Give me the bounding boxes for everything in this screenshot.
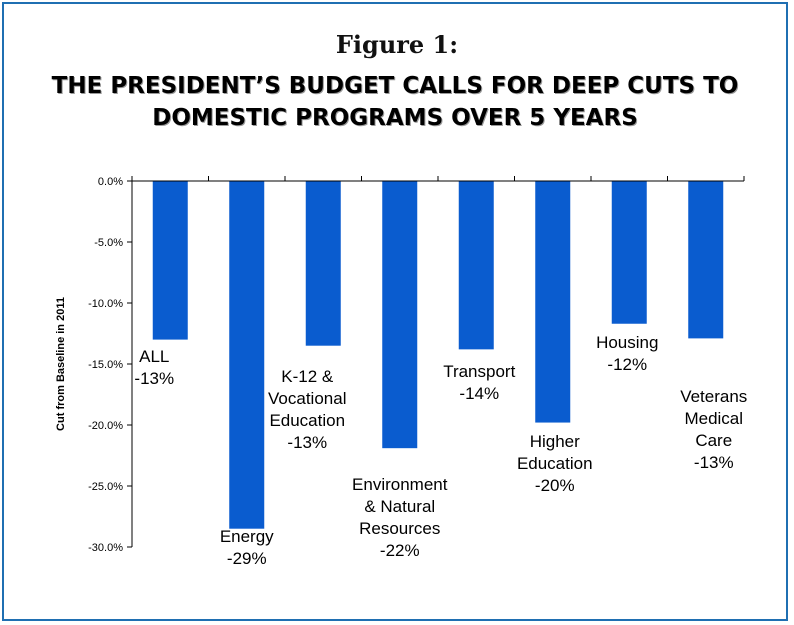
y-tick-label: -20.0%: [88, 420, 123, 432]
y-axis-title: Cut from Baseline in 2011: [55, 297, 67, 431]
data-label: ALL -13%: [134, 347, 174, 388]
data-label: Housing -12%: [596, 333, 658, 374]
data-label: Transport -14%: [443, 362, 515, 403]
bar: [305, 181, 341, 346]
data-label: K-12 & Vocational Education -13%: [268, 367, 346, 452]
chart-title: THE PRESIDENT’S BUDGET CALLS FOR DEEP CU…: [51, 73, 739, 131]
y-tick-label: -15.0%: [88, 359, 123, 371]
y-tick-label: -5.0%: [94, 237, 123, 249]
bar: [458, 181, 494, 350]
bar: [535, 181, 571, 423]
bar: [688, 181, 724, 339]
bar: [229, 181, 265, 529]
data-label: Veterans Medical Care -13%: [680, 387, 747, 472]
y-tick-label: -30.0%: [88, 542, 123, 554]
figure-label: Figure 1:: [335, 30, 459, 59]
bar: [152, 181, 188, 340]
bar: [611, 181, 647, 324]
bar: [382, 181, 418, 449]
y-tick-label: 0.0%: [98, 176, 123, 188]
y-tick-label: -25.0%: [88, 481, 123, 493]
data-label: Higher Education -20%: [517, 432, 593, 495]
data-label: Energy -29%: [220, 527, 274, 568]
data-label: Environment & Natural Resources -22%: [352, 475, 448, 560]
y-tick-label: -10.0%: [88, 298, 123, 310]
